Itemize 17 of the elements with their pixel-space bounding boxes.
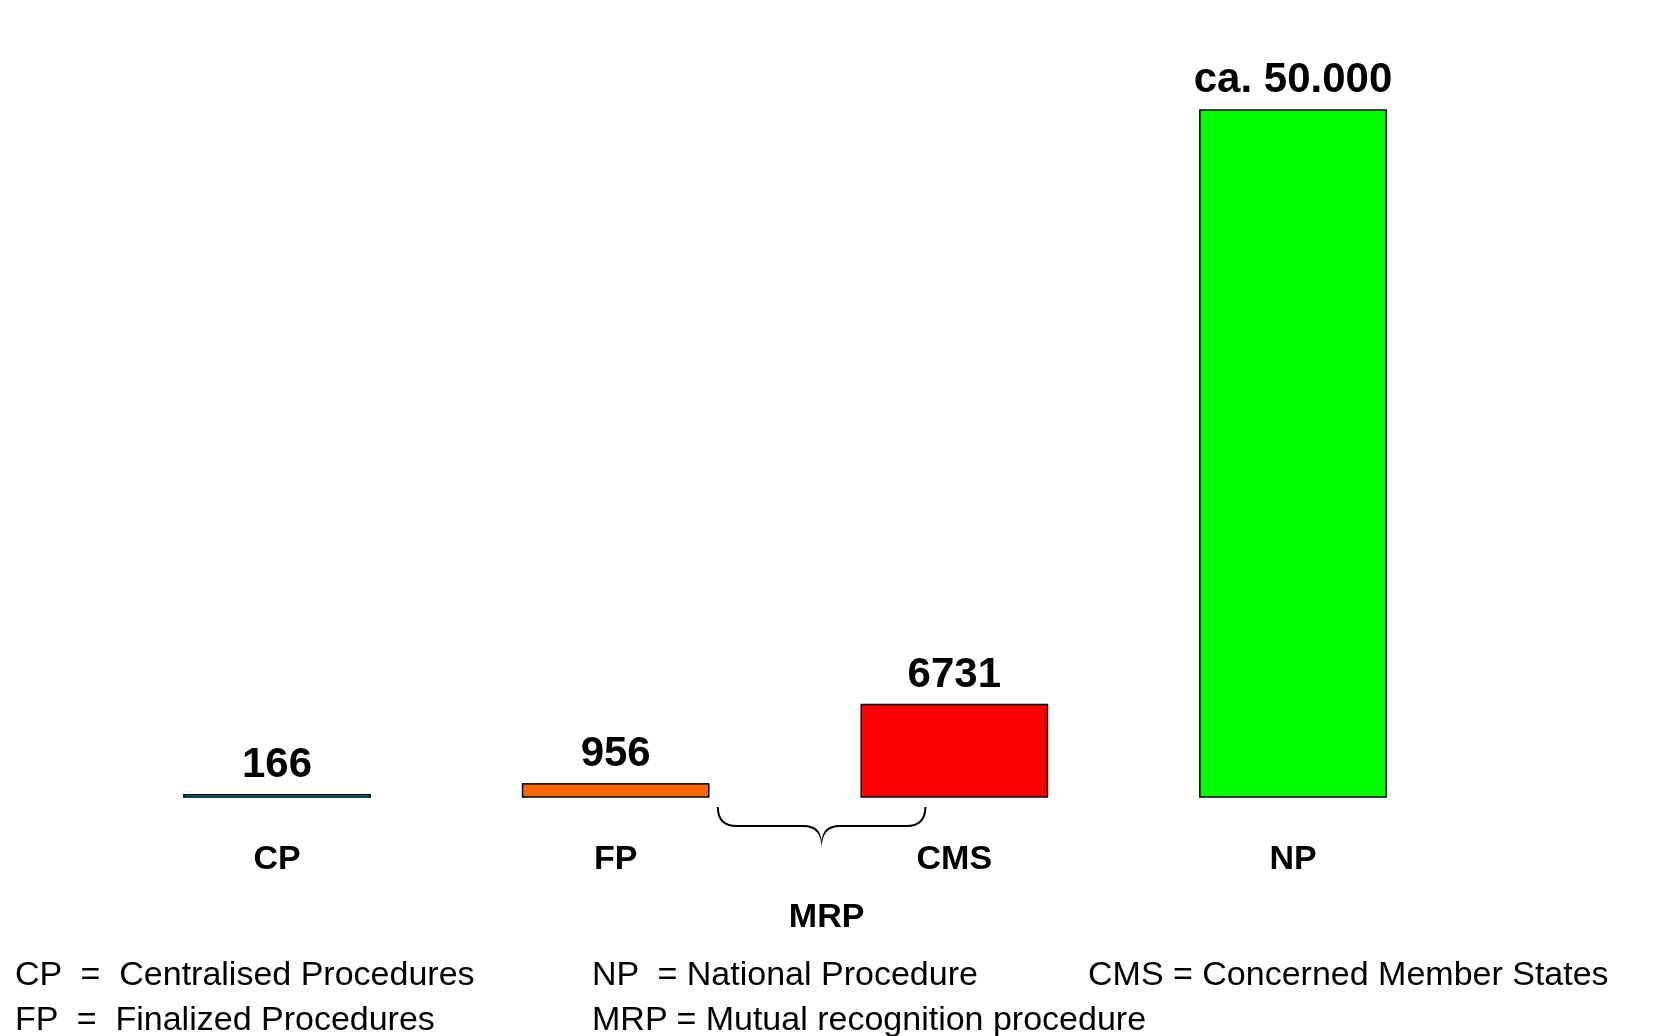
text: NP = National Procedure — [592, 954, 978, 992]
bar — [860, 703, 1049, 798]
text: CMS = Concerned Member States — [1088, 954, 1609, 992]
bar — [1199, 109, 1387, 798]
text: MRP — [788, 896, 865, 934]
x-tick-label: CP — [253, 838, 301, 877]
data-label: 956 — [580, 727, 651, 775]
text: FP = Finalized Procedures — [15, 999, 435, 1036]
bar — [183, 793, 371, 798]
bar — [521, 783, 710, 798]
x-tick-label: FP — [593, 838, 638, 877]
data-label: 6731 — [907, 648, 1002, 696]
data-label: 166 — [241, 738, 313, 786]
x-tick-label: NP — [1269, 838, 1317, 877]
data-label: ca. 50.000 — [1193, 54, 1393, 101]
text: CP = Centralised Procedures — [15, 954, 475, 992]
x-tick-label: CMS — [916, 838, 993, 877]
